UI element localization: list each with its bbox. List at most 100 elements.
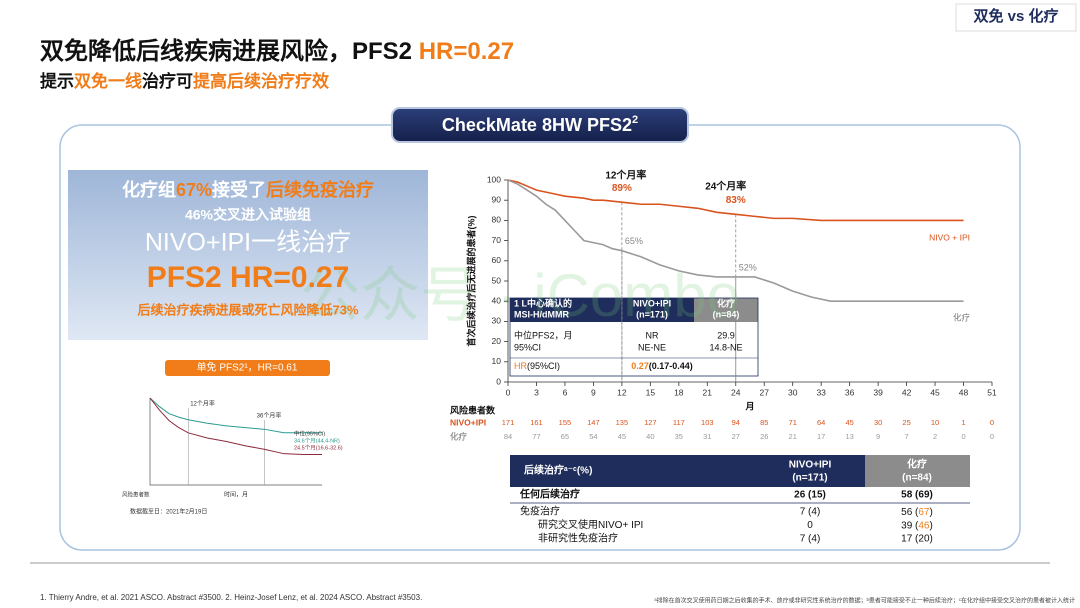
footer-note: ᵃ排除在首次交叉使用药日期之后收集的手术、放疗或非研究性系统治疗的数据；ᵇ患者可… xyxy=(654,597,1075,605)
x-tick-label: 0 xyxy=(506,387,511,397)
summary-hr-label-part: HR xyxy=(514,361,527,371)
box-line4: PFS2 HR=0.27 xyxy=(147,261,350,294)
highlight-box xyxy=(68,170,428,340)
x-tick-label: 15 xyxy=(646,387,656,397)
risk-value: 25 xyxy=(902,418,910,427)
table-header-text: (n=84) xyxy=(902,473,932,484)
inset-legend-title: 中位(95%CI) xyxy=(294,429,325,437)
table-header-chemo xyxy=(865,455,970,487)
risk-value: 0 xyxy=(961,432,965,441)
risk-value: 13 xyxy=(845,432,853,441)
summary-header-text: MSI-H/dMMR xyxy=(514,309,569,319)
legend-label: NIVO + IPI xyxy=(929,233,970,243)
table-row-label: 任何后续治疗 xyxy=(519,488,580,501)
risk-value: 31 xyxy=(703,432,711,441)
box-line3: NIVO+IPI一线治疗 xyxy=(145,229,351,257)
risk-value: 127 xyxy=(644,418,657,427)
inset-cutoff: 数据截至日：2021年2月19日 xyxy=(130,508,207,516)
box-line1-part: 后续免疫治疗 xyxy=(266,179,374,200)
risk-value: 45 xyxy=(618,432,626,441)
y-tick-label: 20 xyxy=(492,336,502,346)
table-cell: 7 (4) xyxy=(800,534,821,545)
legend-label: 化疗 xyxy=(953,312,971,322)
title: 双免降低后线疾病进展风险，PFS2 HR=0.27 xyxy=(40,37,514,65)
subtitle-part: 提高后续治疗疗效 xyxy=(193,71,329,91)
summary-cell: 29.9 xyxy=(717,330,735,340)
risk-title: 风险患者数 xyxy=(450,404,496,415)
risk-value: 65 xyxy=(561,432,569,441)
risk-value: 161 xyxy=(530,418,543,427)
risk-value: 40 xyxy=(646,432,654,441)
table-cell-part: 67 xyxy=(918,507,930,518)
summary-cell: NE-NE xyxy=(638,342,666,352)
risk-value: 30 xyxy=(874,418,882,427)
risk-value: 85 xyxy=(760,418,768,427)
y-axis-label: 首次后续治疗后无进展的患者(%) xyxy=(465,215,476,346)
risk-value: 17 xyxy=(817,432,825,441)
x-tick-label: 45 xyxy=(930,387,940,397)
y-tick-label: 40 xyxy=(492,295,502,305)
rate-label: 83% xyxy=(726,195,746,206)
summary-header-text: 化疗 xyxy=(717,297,735,308)
tag-box xyxy=(955,3,1077,32)
risk-value: 1 xyxy=(961,418,965,427)
table-row-label: 研究交叉使用NIVO+ IPI xyxy=(538,518,643,531)
inset-legend: 24.5个月(16.6-32.6) xyxy=(294,444,343,451)
x-tick-label: 51 xyxy=(987,387,997,397)
table-cell: 0 xyxy=(807,520,813,531)
x-tick-label: 48 xyxy=(959,387,969,397)
risk-value: 117 xyxy=(673,418,685,427)
x-tick-label: 9 xyxy=(591,387,596,397)
subtitle: 提示双免一线治疗可提高后续治疗疗效 xyxy=(40,71,329,91)
box-line1-part: 67% xyxy=(176,180,212,200)
table-header-text: NIVO+IPI xyxy=(789,460,832,471)
x-tick-label: 24 xyxy=(731,387,741,397)
tag: 双免 vs 化疗 xyxy=(973,7,1058,25)
x-axis-label: 月 xyxy=(744,401,754,411)
table-cell: 39 (46) xyxy=(901,520,933,531)
summary-header-text: NIVO+IPI xyxy=(633,298,671,308)
risk-row-name: NIVO+IPI xyxy=(450,417,486,427)
x-tick-label: 3 xyxy=(534,387,539,397)
summary-header-chemo xyxy=(694,298,758,322)
table-cell-part: 39 ( xyxy=(901,520,919,531)
table-cell: 7 (4) xyxy=(800,507,821,518)
summary-header-text: (n=84) xyxy=(713,309,740,319)
watermark: 公众号 · iCombo xyxy=(300,262,740,329)
risk-value: 155 xyxy=(559,418,572,427)
table-cell: 58 (69) xyxy=(901,490,933,501)
x-tick-label: 39 xyxy=(873,387,883,397)
banner-sup: 2 xyxy=(632,114,638,126)
risk-value: 10 xyxy=(931,418,939,427)
x-tick-label: 42 xyxy=(902,387,912,397)
risk-value: 84 xyxy=(504,432,512,441)
table-cell: 56 (67) xyxy=(901,507,933,518)
summary-cell: 95%CI xyxy=(514,342,541,352)
risk-value: 0 xyxy=(990,418,994,427)
risk-value: 135 xyxy=(616,418,629,427)
y-tick-label: 60 xyxy=(492,255,502,265)
rate-label: 89% xyxy=(612,183,632,194)
summary-hr-label: HR(95%CI) xyxy=(514,361,560,371)
table-cell-part: 56 ( xyxy=(901,507,919,518)
summary-cell: 14.8-NE xyxy=(709,342,742,352)
inset-legend: 34.6个月(44.4-NR) xyxy=(294,437,340,444)
subtitle-part: 治疗可 xyxy=(142,71,193,91)
x-tick-label: 36 xyxy=(845,387,855,397)
title-part: HR=0.27 xyxy=(419,38,514,65)
table-cell-part: ) xyxy=(930,507,933,518)
table-cell-part: ) xyxy=(930,520,933,531)
risk-value: 64 xyxy=(817,418,825,427)
risk-value: 103 xyxy=(701,418,714,427)
inset-curve xyxy=(149,397,322,456)
summary-hr-value-part: 0.27 xyxy=(631,361,649,371)
inset-title: 单免 PFS2¹，HR=0.61 xyxy=(197,361,298,374)
risk-value: 94 xyxy=(732,418,740,427)
km-curve xyxy=(507,179,964,222)
rate-title: 24个月率 xyxy=(705,180,746,193)
risk-value: 77 xyxy=(532,432,540,441)
risk-value: 21 xyxy=(789,432,797,441)
subtitle-part: 双免一线 xyxy=(74,71,142,91)
title-part: 双免降低后线疾病进展风险，PFS2 xyxy=(40,37,419,65)
